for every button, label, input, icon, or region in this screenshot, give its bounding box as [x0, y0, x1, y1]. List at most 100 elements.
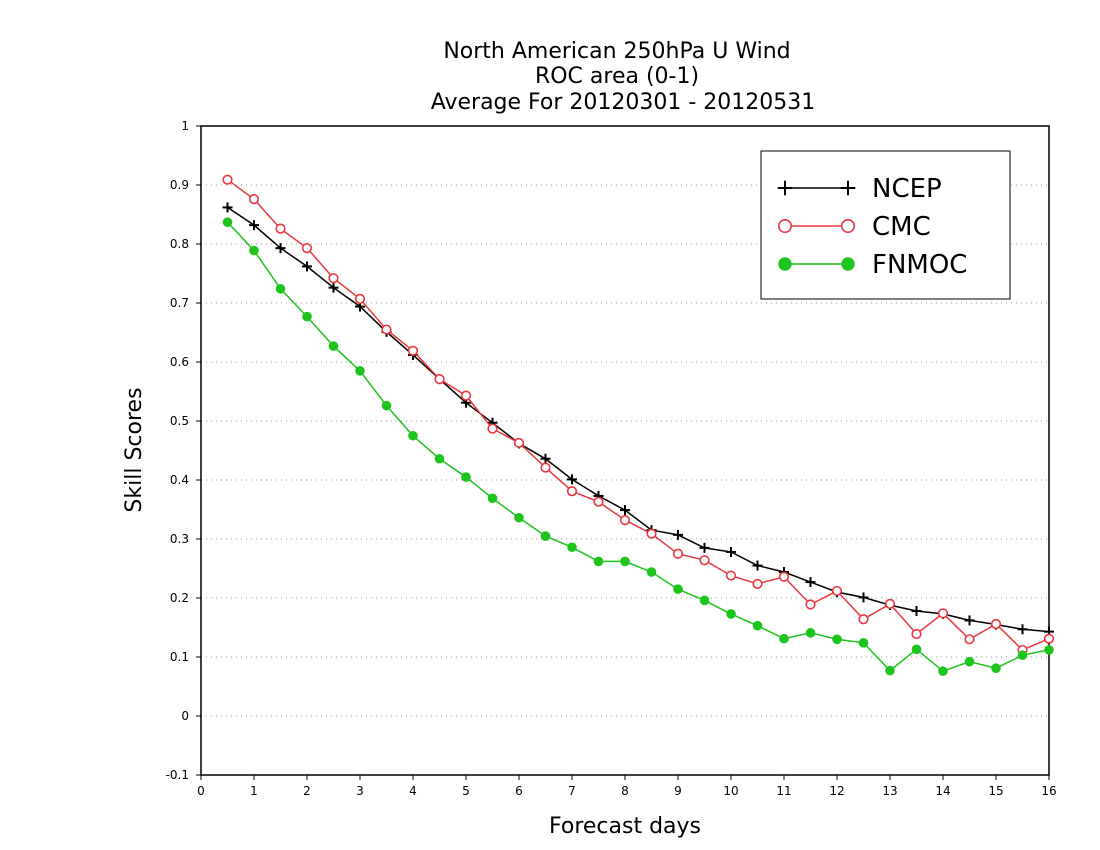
x-tick-label: 12 — [829, 784, 844, 798]
data-point-fnmoc — [434, 453, 445, 464]
y-tick-label: 0.4 — [170, 473, 189, 487]
x-tick-label: 13 — [882, 784, 897, 798]
data-point-fnmoc — [1017, 650, 1028, 661]
series-line-cmc — [227, 179, 1050, 651]
x-tick-label: 5 — [462, 784, 470, 798]
data-point-fnmoc — [752, 620, 763, 631]
legend-label: FNMOC — [872, 250, 967, 280]
data-point-fnmoc — [275, 284, 286, 294]
legend-marker — [840, 218, 856, 234]
data-point-fnmoc — [381, 400, 392, 411]
y-tick-label: 0.8 — [170, 237, 189, 251]
data-point-ncep — [726, 546, 736, 557]
data-point-ncep — [275, 243, 286, 254]
data-point-fnmoc — [805, 628, 816, 638]
x-tick-label: 15 — [988, 784, 1003, 798]
data-point-fnmoc — [593, 556, 604, 567]
y-tick-label: 0.7 — [170, 296, 189, 310]
data-point-fnmoc — [461, 472, 471, 482]
series-ncep — [222, 202, 1054, 637]
data-point-cmc — [752, 578, 763, 589]
legend-box — [760, 150, 1011, 300]
data-point-fnmoc — [328, 341, 339, 351]
data-point-cmc — [460, 390, 472, 401]
data-point-cmc — [1043, 633, 1055, 644]
data-point-fnmoc — [567, 542, 577, 553]
data-point-cmc — [911, 628, 922, 640]
data-point-cmc — [990, 618, 1002, 630]
data-point-cmc — [884, 598, 896, 610]
data-point-fnmoc — [964, 656, 975, 667]
data-point-cmc — [858, 614, 869, 625]
x-tick-label: 4 — [409, 784, 417, 798]
data-point-ncep — [858, 592, 869, 603]
data-point-cmc — [513, 437, 525, 448]
data-point-fnmoc — [885, 665, 895, 676]
data-point-cmc — [593, 496, 604, 507]
data-point-cmc — [381, 324, 392, 335]
x-tick-label: 7 — [568, 784, 576, 798]
data-point-cmc — [725, 570, 737, 581]
data-point-cmc — [407, 345, 419, 356]
data-point-fnmoc — [1044, 645, 1054, 655]
x-tick-label: 0 — [197, 784, 205, 798]
data-point-ncep — [302, 261, 312, 272]
data-point-cmc — [222, 174, 233, 185]
series-cmc — [222, 174, 1055, 656]
chart-title-line-1: North American 250hPa U Wind — [443, 39, 790, 64]
data-point-cmc — [248, 194, 260, 205]
chart-title-line-3: Average For 20120301 - 20120531 — [431, 90, 816, 115]
chart-title: North American 250hPa U Wind ROC area (0… — [431, 39, 816, 115]
data-point-fnmoc — [911, 644, 922, 655]
y-tick-label: 0.5 — [170, 414, 189, 428]
legend-marker — [840, 180, 856, 196]
data-point-cmc — [937, 608, 949, 619]
data-point-ncep — [699, 542, 710, 553]
data-point-fnmoc — [673, 584, 683, 594]
data-point-fnmoc — [302, 311, 312, 322]
data-point-fnmoc — [355, 366, 365, 376]
x-tick-label: 9 — [674, 784, 682, 798]
data-point-ncep — [540, 453, 551, 464]
legend-marker — [841, 257, 855, 271]
data-point-fnmoc — [222, 217, 233, 227]
data-point-cmc — [354, 293, 366, 304]
legend-marker — [777, 180, 793, 196]
data-point-cmc — [805, 599, 816, 610]
data-point-cmc — [699, 555, 710, 566]
data-point-ncep — [964, 615, 975, 626]
data-point-fnmoc — [858, 638, 869, 648]
data-point-fnmoc — [991, 663, 1001, 674]
series-line-fnmoc — [226, 221, 1050, 673]
y-axis-ticks: -0.1 0 0.1 0.2 0.3 0.4 0.5 0.6 0.7 0.8 0.9 1 — [166, 119, 201, 782]
data-point-ncep — [567, 474, 577, 485]
legend-item-fnmoc: FNMOC — [778, 250, 967, 280]
x-tick-label: 11 — [776, 784, 791, 798]
data-point-fnmoc — [699, 595, 710, 606]
data-point-ncep — [911, 605, 922, 616]
data-point-fnmoc — [938, 666, 948, 676]
data-point-fnmoc — [540, 531, 551, 541]
data-point-fnmoc — [620, 556, 630, 567]
y-tick-label: 0.9 — [170, 178, 189, 192]
legend-marker — [778, 257, 792, 271]
x-axis-label: Forecast days — [549, 814, 701, 839]
y-tick-label: 0.3 — [170, 532, 189, 546]
x-axis-ticks: 0 1 2 3 4 5 6 7 8 9 10 11 12 13 14 15 16 — [197, 775, 1057, 798]
data-point-cmc — [672, 548, 684, 559]
y-tick-label: 0.1 — [170, 650, 189, 664]
data-point-fnmoc — [726, 609, 736, 619]
data-point-cmc — [434, 374, 445, 385]
data-point-cmc — [328, 273, 339, 284]
data-point-ncep — [1017, 624, 1028, 635]
chart-title-line-2: ROC area (0-1) — [535, 64, 699, 89]
y-tick-label: 0.6 — [170, 355, 189, 369]
data-point-fnmoc — [832, 634, 842, 645]
data-point-cmc — [566, 486, 578, 497]
data-point-ncep — [328, 282, 339, 293]
x-tick-label: 6 — [515, 784, 523, 798]
data-point-fnmoc — [779, 633, 789, 644]
data-point-fnmoc — [249, 245, 259, 256]
data-point-cmc — [619, 515, 631, 526]
data-point-cmc — [646, 528, 657, 539]
